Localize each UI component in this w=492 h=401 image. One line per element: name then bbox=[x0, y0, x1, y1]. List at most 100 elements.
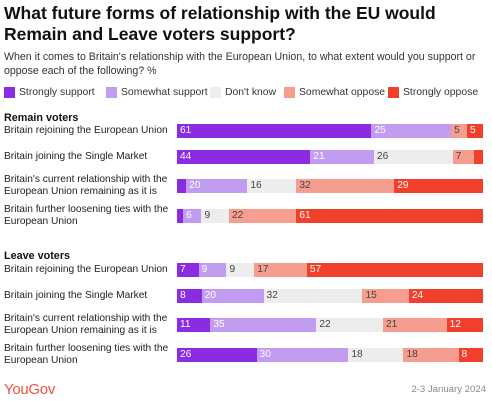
bar-segment-dont-know bbox=[263, 289, 363, 303]
data-label: 6 bbox=[186, 210, 192, 221]
bar-segment-somewhat-support bbox=[310, 150, 374, 164]
chart-subtitle: When it comes to Britain's relationship … bbox=[4, 51, 476, 77]
bar-segment-somewhat-support bbox=[186, 179, 248, 193]
bar-segment-somewhat-support bbox=[210, 318, 317, 332]
bar-segment-somewhat-oppose bbox=[383, 318, 447, 332]
legend-swatch-dont-know bbox=[210, 87, 221, 98]
data-label: 5 bbox=[454, 125, 460, 136]
bar-segment-dont-know bbox=[373, 150, 453, 164]
bar-segment-strongly-oppose bbox=[394, 179, 483, 193]
bar-segment-strongly-support bbox=[177, 289, 202, 303]
bar-segment-somewhat-oppose bbox=[362, 289, 409, 303]
bar-segment-strongly-support bbox=[177, 209, 184, 223]
data-label: 18 bbox=[406, 349, 418, 360]
bar-segment-dont-know bbox=[226, 263, 255, 277]
yougov-logo: YouGov bbox=[4, 381, 56, 398]
bar-segment-somewhat-support bbox=[198, 263, 227, 277]
legend-swatch-strongly-support bbox=[4, 87, 15, 98]
bar-segment-strongly-support bbox=[177, 179, 187, 193]
bar-segment-strongly-support bbox=[177, 124, 372, 138]
data-label: 20 bbox=[204, 290, 217, 301]
data-label: 8 bbox=[180, 290, 186, 301]
data-label: 12 bbox=[449, 319, 461, 330]
data-label: 32 bbox=[266, 290, 278, 301]
bar-segment-strongly-oppose bbox=[408, 289, 483, 303]
data-label: 8 bbox=[461, 349, 468, 360]
data-label: 16 bbox=[250, 180, 262, 191]
bar-segment-dont-know bbox=[247, 179, 297, 193]
bar-segment-dont-know bbox=[201, 209, 229, 223]
data-label: 17 bbox=[257, 264, 269, 275]
data-label: 22 bbox=[319, 319, 331, 330]
group-heading: Remain voters bbox=[4, 112, 79, 124]
data-label: 30 bbox=[259, 349, 271, 360]
legend-swatch-somewhat-support bbox=[106, 87, 117, 98]
row-label: Britain's current relationship with the … bbox=[4, 174, 168, 197]
data-label: 22 bbox=[232, 210, 244, 221]
data-label: 21 bbox=[313, 151, 325, 162]
row-label: Britain joining the Single Market bbox=[4, 151, 148, 162]
bar-segment-somewhat-support bbox=[256, 348, 349, 362]
row-label: Britain further loosening ties with the … bbox=[4, 343, 169, 366]
row-label: Britain joining the Single Market bbox=[4, 290, 148, 301]
data-label: 35 bbox=[213, 319, 225, 330]
survey-date: 2-3 January 2024 bbox=[411, 384, 486, 395]
bar-segment-strongly-oppose bbox=[296, 209, 483, 223]
row-label: Britain rejoining the European Union bbox=[4, 125, 168, 136]
data-label: 18 bbox=[351, 349, 363, 360]
bar-segment-strongly-oppose bbox=[306, 263, 483, 277]
bar-segment-somewhat-oppose bbox=[254, 263, 307, 277]
data-label: 9 bbox=[204, 210, 211, 221]
bar-segment-dont-know bbox=[316, 318, 383, 332]
data-label: 7 bbox=[455, 151, 462, 162]
row-label: Britain's current relationship with the … bbox=[4, 313, 168, 336]
chart-title: What future forms of relationship with t… bbox=[4, 3, 436, 44]
legend-label-somewhat-oppose: Somewhat oppose bbox=[299, 87, 386, 98]
data-label: 61 bbox=[180, 125, 192, 136]
bar-segment-somewhat-oppose bbox=[451, 124, 468, 138]
data-label: 25 bbox=[374, 125, 386, 136]
bar-segment-dont-know bbox=[348, 348, 404, 362]
data-label: 7 bbox=[180, 264, 186, 275]
legend-swatch-somewhat-oppose bbox=[284, 87, 295, 98]
bar-segment-strongly-support bbox=[177, 150, 311, 164]
legend-label-strongly-support: Strongly support bbox=[19, 87, 95, 98]
data-label: 9 bbox=[229, 264, 236, 275]
data-label: 11 bbox=[180, 319, 191, 330]
bar-segment-somewhat-oppose bbox=[452, 150, 474, 164]
bar-segment-strongly-oppose bbox=[473, 150, 483, 164]
legend-label-somewhat-support: Somewhat support bbox=[121, 87, 208, 98]
bar-segment-somewhat-oppose bbox=[296, 179, 395, 193]
bar-segment-strongly-support bbox=[177, 318, 211, 332]
bar-segment-somewhat-oppose bbox=[403, 348, 459, 362]
data-label: 20 bbox=[189, 180, 201, 191]
legend-swatch-strongly-oppose bbox=[388, 87, 399, 98]
data-label: 26 bbox=[180, 349, 192, 360]
bar-segment-strongly-support bbox=[177, 263, 199, 277]
data-label: 24 bbox=[411, 290, 424, 301]
legend-label-strongly-oppose: Strongly oppose bbox=[403, 87, 479, 98]
row-label: Britain further loosening ties with the … bbox=[4, 204, 169, 227]
data-label: 32 bbox=[299, 180, 311, 191]
bar-segment-somewhat-support bbox=[201, 289, 264, 303]
data-label: 29 bbox=[397, 180, 409, 191]
group-heading: Leave voters bbox=[4, 250, 71, 262]
data-label: 15 bbox=[365, 290, 377, 301]
bar-segment-strongly-oppose bbox=[446, 318, 483, 332]
data-label: 44 bbox=[180, 151, 192, 162]
bar-segment-somewhat-support bbox=[183, 209, 202, 223]
data-label: 26 bbox=[376, 151, 389, 162]
legend: Strongly support Somewhat support Don't … bbox=[4, 86, 492, 100]
bar-segment-strongly-support bbox=[177, 348, 257, 362]
data-label: 9 bbox=[201, 264, 208, 275]
data-label: 61 bbox=[299, 210, 311, 221]
bar-segment-strongly-oppose bbox=[467, 124, 483, 138]
bar-segment-somewhat-oppose bbox=[229, 209, 297, 223]
legend-label-dont-know: Don't know bbox=[225, 87, 277, 98]
data-label: 57 bbox=[309, 264, 322, 275]
data-label: 21 bbox=[386, 319, 398, 330]
bar-segment-strongly-oppose bbox=[458, 348, 483, 362]
row-label: Britain rejoining the European Union bbox=[4, 264, 168, 275]
data-label: 5 bbox=[470, 125, 476, 136]
bar-segment-somewhat-support bbox=[371, 124, 452, 138]
